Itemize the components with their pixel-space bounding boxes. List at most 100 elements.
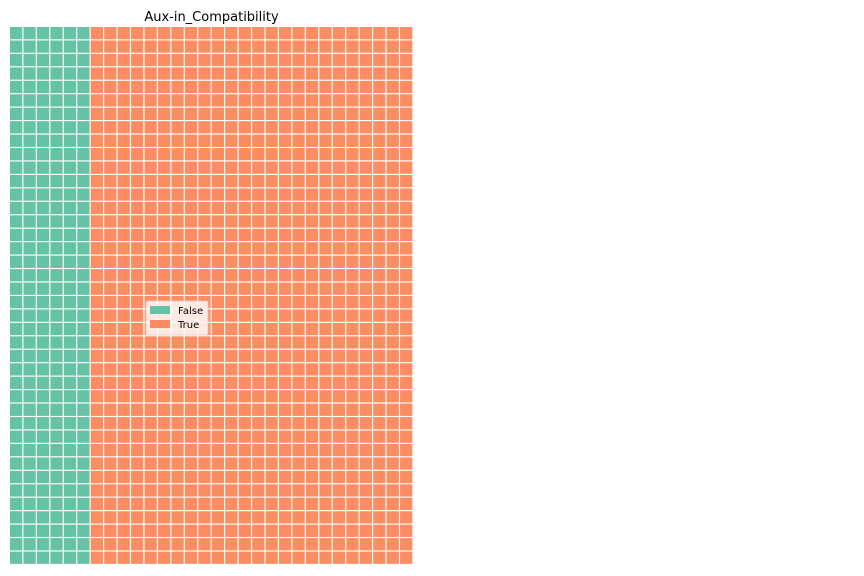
waffle-cell-false (63, 349, 77, 363)
waffle-cell-true (131, 363, 144, 376)
waffle-cell-true (198, 511, 211, 524)
waffle-cell-true (198, 148, 211, 161)
waffle-cell-true (373, 376, 386, 389)
waffle-cell-true (373, 417, 386, 430)
waffle-cell-true (131, 269, 144, 282)
waffle-cell-true (279, 27, 292, 40)
waffle-cell-true (238, 390, 251, 403)
waffle-cell-true (373, 470, 386, 484)
waffle-cell-true (359, 148, 372, 161)
waffle-cell-true (184, 174, 198, 188)
waffle-cell-true (238, 121, 251, 134)
waffle-cell-true (265, 188, 278, 201)
waffle-cell-true (265, 390, 278, 403)
waffle-cell-false (23, 470, 36, 484)
waffle-cell-false (23, 228, 36, 242)
waffle-cell-true (157, 40, 171, 53)
waffle-cell-true (265, 53, 278, 67)
waffle-cell-true (104, 40, 117, 53)
waffle-cell-true (144, 443, 157, 457)
waffle-cell-true (117, 443, 130, 457)
waffle-cell-true (117, 269, 130, 282)
waffle-cell-true (292, 336, 305, 349)
waffle-cell-true (184, 443, 198, 457)
waffle-cell-true (225, 161, 238, 174)
waffle-cell-true (292, 228, 305, 242)
waffle-cell-true (332, 282, 346, 295)
waffle-cell-false (63, 107, 77, 120)
waffle-cell-true (346, 67, 359, 80)
waffle-cell-true (104, 551, 117, 564)
waffle-cell-true (198, 390, 211, 403)
waffle-cell-true (171, 497, 184, 511)
waffle-cell-true (305, 67, 319, 80)
waffle-cell-true (238, 242, 251, 255)
waffle-cell-true (279, 417, 292, 430)
waffle-cell-true (211, 551, 225, 564)
waffle-cell-false (10, 497, 23, 511)
waffle-cell-true (211, 215, 225, 228)
waffle-cell-true (144, 80, 157, 94)
waffle-cell-true (279, 228, 292, 242)
waffle-cell-false (77, 242, 90, 255)
waffle-cell-true (386, 282, 399, 295)
waffle-cell-true (332, 67, 346, 80)
waffle-cell-true (292, 484, 305, 497)
waffle-cell-true (184, 67, 198, 80)
legend-label-true: True (177, 320, 199, 331)
waffle-cell-false (50, 524, 63, 537)
waffle-cell-true (292, 457, 305, 470)
waffle-cell-true (400, 228, 413, 242)
waffle-cell-false (63, 296, 77, 309)
waffle-cell-true (332, 511, 346, 524)
waffle-cell-true (265, 430, 278, 443)
waffle-cell-true (346, 255, 359, 268)
waffle-cell-true (157, 497, 171, 511)
waffle-cell-true (238, 336, 251, 349)
waffle-cell-false (50, 269, 63, 282)
waffle-cell-true (131, 538, 144, 551)
waffle-cell-true (265, 443, 278, 457)
waffle-cell-true (319, 551, 332, 564)
waffle-cell-false (77, 376, 90, 389)
waffle-cell-true (144, 27, 157, 40)
waffle-cell-true (386, 430, 399, 443)
waffle-cell-false (77, 188, 90, 201)
waffle-cell-true (225, 228, 238, 242)
waffle-cell-true (319, 40, 332, 53)
waffle-cell-true (346, 349, 359, 363)
waffle-cell-true (131, 174, 144, 188)
waffle-cell-true (305, 94, 319, 107)
waffle-cell-true (238, 94, 251, 107)
waffle-cell-false (77, 390, 90, 403)
waffle-cell-true (211, 40, 225, 53)
waffle-cell-false (63, 53, 77, 67)
waffle-cell-true (346, 417, 359, 430)
waffle-cell-true (373, 201, 386, 215)
waffle-cell-true (319, 457, 332, 470)
waffle-cell-true (184, 107, 198, 120)
waffle-cell-false (36, 282, 50, 295)
waffle-cell-true (305, 255, 319, 268)
waffle-cell-true (131, 201, 144, 215)
waffle-cell-true (332, 524, 346, 537)
waffle-cell-true (332, 363, 346, 376)
waffle-cell-false (50, 148, 63, 161)
waffle-cell-true (211, 255, 225, 268)
waffle-cell-true (90, 282, 103, 295)
waffle-cell-true (90, 94, 103, 107)
waffle-cell-true (400, 363, 413, 376)
waffle-cell-true (373, 296, 386, 309)
waffle-cell-true (198, 121, 211, 134)
waffle-cell-true (400, 484, 413, 497)
waffle-cell-true (292, 524, 305, 537)
waffle-cell-true (292, 255, 305, 268)
waffle-cell-true (144, 538, 157, 551)
waffle-cell-true (225, 538, 238, 551)
waffle-cell-true (90, 470, 103, 484)
waffle-cell-false (63, 174, 77, 188)
waffle-cell-true (386, 336, 399, 349)
waffle-cell-true (252, 228, 265, 242)
waffle-cell-false (36, 484, 50, 497)
waffle-cell-true (144, 457, 157, 470)
